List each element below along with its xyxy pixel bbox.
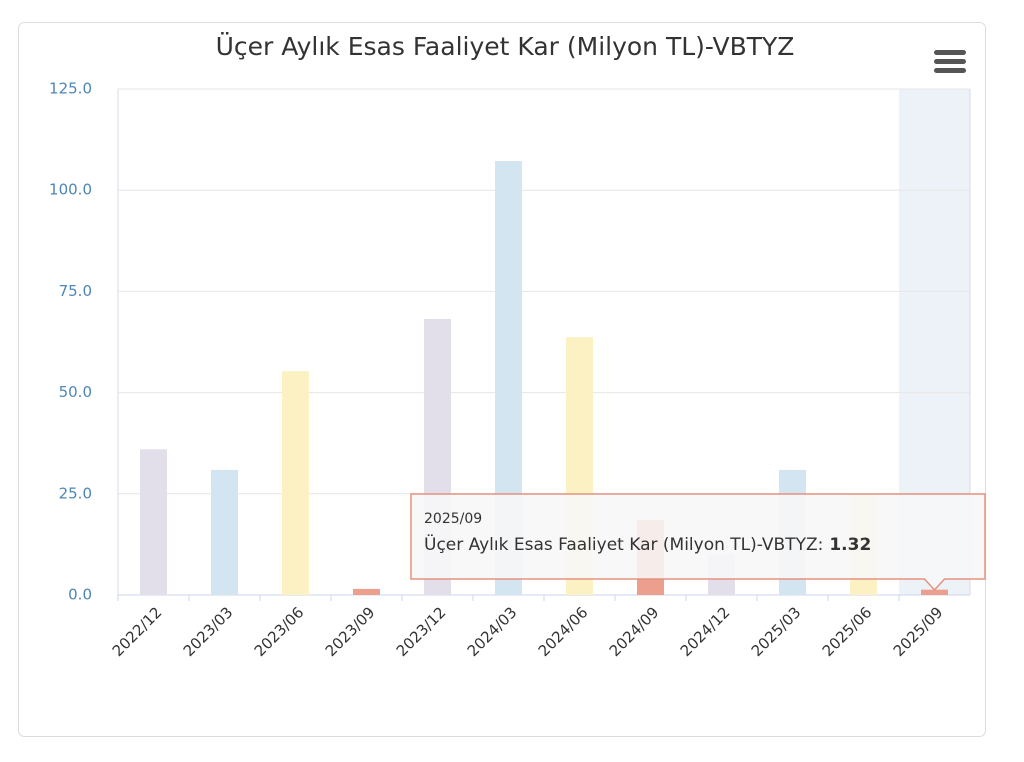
y-tick-label: 25.0 — [59, 484, 92, 502]
bar — [140, 449, 167, 595]
tooltip: 2025/09 Üçer Aylık Esas Faaliyet Kar (Mil… — [410, 493, 986, 592]
y-tick-label: 0.0 — [68, 586, 92, 604]
y-tick-label: 125.0 — [49, 80, 92, 98]
y-tick-label: 50.0 — [59, 383, 92, 401]
chart-title: Üçer Aylık Esas Faaliyet Kar (Milyon TL)… — [216, 32, 795, 61]
tooltip-value: 1.32 — [829, 535, 871, 555]
menu-bar — [934, 68, 966, 73]
bar — [282, 371, 309, 595]
menu-bar — [934, 50, 966, 55]
y-tick-label: 75.0 — [59, 282, 92, 300]
bar — [211, 469, 238, 595]
tooltip-header: 2025/09 — [424, 511, 482, 527]
tooltip-box — [410, 493, 986, 592]
bar — [921, 589, 948, 595]
bar — [353, 588, 380, 595]
tooltip-body: Üçer Aylık Esas Faaliyet Kar (Milyon TL)… — [424, 533, 871, 555]
menu-button[interactable] — [934, 50, 966, 73]
menu-bar — [934, 59, 966, 64]
y-tick-label: 100.0 — [49, 181, 92, 199]
tooltip-label: Üçer Aylık Esas Faaliyet Kar (Milyon TL)… — [424, 533, 823, 555]
